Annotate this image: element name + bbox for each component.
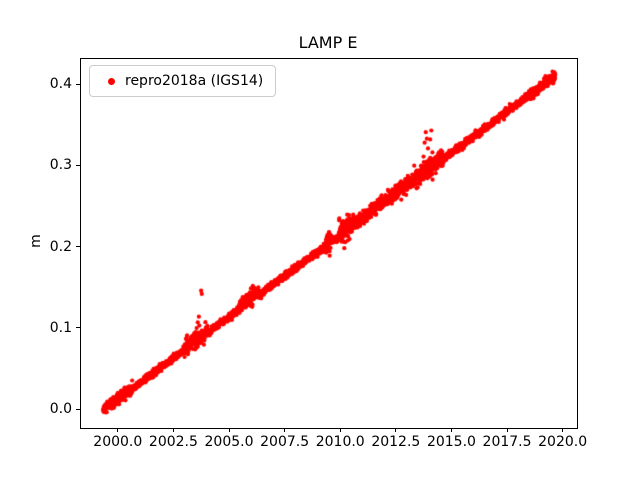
legend-label: repro2018a (IGS14) (125, 73, 264, 89)
x-tick-label: 2005.0 (204, 434, 254, 450)
legend: repro2018a (IGS14) (89, 65, 277, 97)
x-tick-mark (228, 428, 230, 432)
x-tick-label: 2015.0 (426, 434, 476, 450)
x-tick-label: 2002.5 (148, 434, 198, 450)
scatter-canvas (81, 59, 577, 428)
x-tick-label: 2017.5 (482, 434, 532, 450)
x-tick-mark (117, 428, 119, 432)
legend-dot-icon (108, 77, 115, 85)
x-tick-mark (284, 428, 286, 432)
x-tick-label: 2012.5 (371, 434, 421, 450)
x-tick-mark (172, 428, 174, 432)
chart-title: LAMP E (298, 33, 358, 52)
y-tick-mark (76, 246, 80, 248)
y-tick-label: 0.2 (49, 238, 72, 255)
x-tick-label: 2020.0 (538, 434, 588, 450)
y-tick-mark (76, 83, 80, 85)
x-tick-mark (506, 428, 508, 432)
x-tick-mark (339, 428, 341, 432)
y-tick-mark (76, 408, 80, 410)
x-tick-label: 2010.0 (315, 434, 365, 450)
x-tick-label: 2000.0 (93, 434, 143, 450)
y-tick-mark (76, 164, 80, 166)
y-tick-label: 0.4 (49, 76, 72, 92)
plot-area: repro2018a (IGS14) (80, 58, 578, 429)
y-tick-label: 0.0 (49, 401, 72, 418)
x-tick-mark (562, 428, 564, 432)
y-tick-mark (76, 327, 80, 329)
x-tick-mark (395, 428, 397, 432)
x-tick-mark (450, 428, 452, 432)
x-tick-label: 2007.5 (260, 434, 310, 450)
y-tick-label: 0.1 (49, 319, 72, 336)
y-tick-label: 0.3 (49, 157, 72, 174)
